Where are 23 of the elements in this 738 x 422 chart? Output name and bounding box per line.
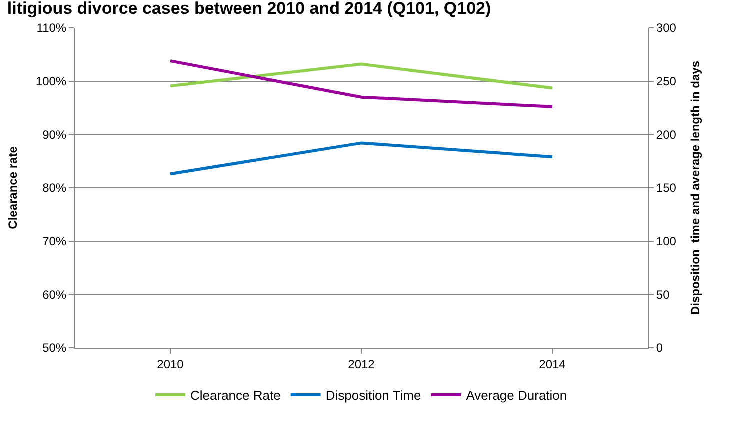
y2-tick-label: 100 — [656, 234, 677, 249]
y-tick-label: 100% — [36, 74, 67, 89]
x-tick-label: 2010 — [157, 357, 184, 372]
y-tick-label: 50% — [42, 341, 67, 356]
y2-tick-label: 0 — [656, 341, 664, 356]
y-tick-label: 60% — [42, 288, 67, 302]
x-tick-label: 2014 — [539, 357, 566, 372]
y-tick-label: 90% — [42, 128, 67, 142]
legend-label: Disposition Time — [326, 388, 422, 404]
y2-tick-label: 250 — [656, 74, 677, 89]
y-tick-label: 110% — [36, 21, 67, 36]
chart-title: litigious divorce cases between 2010 and 2014 (Q101, Q102) — [7, 0, 492, 18]
y2-tick-label: 150 — [656, 181, 677, 196]
legend-label: Average Duration — [466, 388, 568, 404]
legend-label: Clearance Rate — [190, 388, 281, 404]
y2-tick-label: 300 — [656, 21, 677, 36]
y-tick-label: 80% — [42, 181, 67, 196]
y2-axis-title: Disposition time and average length in days — [688, 60, 703, 316]
y-axis-title: Clearance rate — [6, 146, 20, 230]
y2-tick-label: 50 — [656, 288, 670, 302]
x-tick-label: 2012 — [348, 357, 376, 372]
y2-tick-label: 200 — [656, 128, 677, 142]
y-tick-label: 70% — [42, 234, 67, 249]
